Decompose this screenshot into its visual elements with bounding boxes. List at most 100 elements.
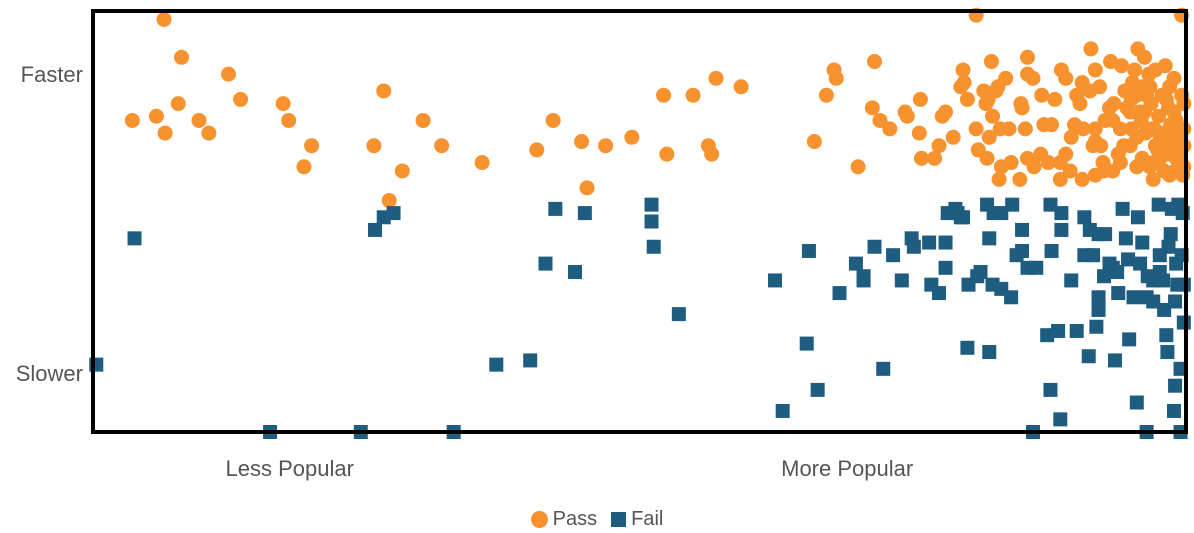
pass-point-41 <box>872 112 888 128</box>
fail-point-99 <box>1160 345 1175 360</box>
fail-point-117 <box>986 206 1001 221</box>
pass-point-28 <box>659 146 675 162</box>
fail-point-30 <box>922 235 937 250</box>
pass-point-136 <box>1101 100 1117 116</box>
fail-point-66 <box>1089 319 1104 334</box>
legend-label-fail: Fail <box>631 508 664 530</box>
plot-frame <box>91 9 1188 434</box>
pass-point-92 <box>1157 58 1173 74</box>
pass-point-117 <box>955 62 971 78</box>
pass-point-102 <box>1166 104 1182 120</box>
pass-point-184 <box>1138 125 1154 141</box>
scatter-chart: Less Popular More Popular Faster Slower <box>16 7 1192 481</box>
circle-marker-icon <box>530 511 548 528</box>
pass-point-94 <box>1143 96 1159 112</box>
fail-point-1 <box>127 231 142 246</box>
pass-point-153 <box>1040 155 1056 171</box>
pass-point-39 <box>882 121 898 137</box>
fail-point-115 <box>985 277 1000 292</box>
pass-point-172 <box>1093 138 1109 154</box>
fail-point-108 <box>1156 273 1171 288</box>
fail-point-119 <box>848 256 863 271</box>
pass-point-17 <box>415 112 431 128</box>
pass-point-179 <box>1154 87 1170 103</box>
pass-point-131 <box>1058 70 1074 86</box>
fail-point-18 <box>768 273 783 288</box>
pass-point-25 <box>598 138 614 154</box>
fail-point-49 <box>1015 243 1030 258</box>
fail-point-105 <box>1159 328 1174 343</box>
fail-point-12 <box>568 265 583 280</box>
pass-point-121 <box>1014 100 1030 116</box>
fail-point-13 <box>577 206 592 221</box>
fail-point-123 <box>1004 290 1019 305</box>
fail-point-55 <box>1043 197 1058 212</box>
pass-point-145 <box>945 129 961 145</box>
fail-point-17 <box>671 307 686 322</box>
fail-point-10 <box>538 256 553 271</box>
pass-point-26 <box>624 129 640 145</box>
pass-point-5 <box>124 112 140 128</box>
pass-point-154 <box>1052 171 1068 187</box>
pass-point-116 <box>983 54 999 70</box>
fail-point-9 <box>523 353 538 368</box>
pass-point-23 <box>574 134 590 150</box>
pass-point-142 <box>1025 70 1041 86</box>
pass-point-29 <box>685 87 701 103</box>
fail-point-54 <box>1043 382 1058 397</box>
fail-point-68 <box>1091 290 1106 305</box>
fail-point-46 <box>1005 197 1020 212</box>
fail-point-121 <box>924 277 939 292</box>
fail-point-41 <box>973 265 988 280</box>
pass-point-170 <box>1083 41 1099 57</box>
fail-point-8 <box>489 357 504 372</box>
fail-point-15 <box>644 214 659 229</box>
pass-point-144 <box>934 108 950 124</box>
pass-point-14 <box>366 138 382 154</box>
y-tick-label-0: Faster <box>21 62 83 87</box>
fail-point-59 <box>1054 222 1069 237</box>
pass-point-106 <box>1097 112 1113 128</box>
fail-point-80 <box>1133 256 1148 271</box>
fail-point-112 <box>1091 302 1106 317</box>
legend: Pass Fail <box>0 508 1194 531</box>
pass-point-143 <box>953 79 969 95</box>
pass-point-35 <box>818 87 834 103</box>
fail-point-103 <box>1139 290 1154 305</box>
pass-point-97 <box>1123 121 1139 137</box>
fail-point-90 <box>1166 403 1181 418</box>
pass-point-125 <box>931 138 947 154</box>
pass-point-174 <box>1136 49 1152 65</box>
fail-point-21 <box>810 382 825 397</box>
pass-point-1 <box>174 49 190 65</box>
pass-point-75 <box>1166 70 1182 86</box>
pass-point-146 <box>913 150 929 166</box>
fail-point-113 <box>1081 349 1096 364</box>
pass-point-120 <box>1001 121 1017 137</box>
pass-point-151 <box>1012 171 1028 187</box>
fail-point-57 <box>1053 412 1068 427</box>
pass-point-22 <box>545 112 561 128</box>
fail-point-110 <box>1122 332 1137 347</box>
legend-label-pass: Pass <box>552 508 598 530</box>
fail-point-70 <box>1098 227 1113 242</box>
pass-point-31 <box>704 146 720 162</box>
pass-point-169 <box>1145 171 1161 187</box>
pass-point-3 <box>170 96 186 112</box>
fail-point-14 <box>644 197 659 212</box>
fail-point-26 <box>876 361 891 376</box>
fail-point-76 <box>1118 231 1133 246</box>
pass-point-175 <box>1114 58 1130 74</box>
fail-point-120 <box>799 336 814 351</box>
fail-point-61 <box>1069 323 1084 338</box>
x-tick-label-1: More Popular <box>781 456 913 481</box>
fail-point-111 <box>1107 353 1122 368</box>
pass-point-187 <box>1150 142 1166 158</box>
fail-point-74 <box>1111 286 1126 301</box>
fail-point-114 <box>1051 323 1066 338</box>
pass-point-45 <box>911 125 927 141</box>
tick-labels: Less Popular More Popular Faster Slower <box>16 62 913 481</box>
fail-point-102 <box>1152 248 1167 263</box>
fail-point-98 <box>1164 201 1179 216</box>
pass-point-139 <box>1127 62 1143 78</box>
